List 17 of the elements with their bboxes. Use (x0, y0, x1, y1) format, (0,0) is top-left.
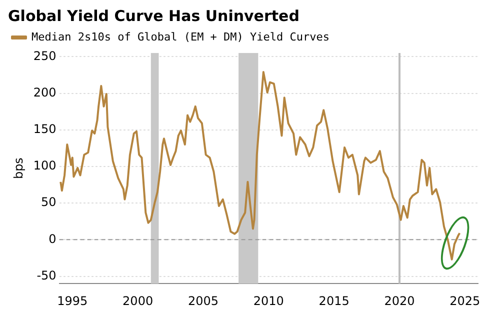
y-tick-label: 150 (33, 122, 56, 136)
y-tick-label: 200 (33, 85, 56, 100)
x-tick-label: 2020 (384, 294, 415, 308)
y-tick-label: -50 (36, 268, 56, 282)
y-axis-title: bps (11, 158, 26, 180)
y-tick-label: 0 (48, 232, 56, 246)
x-tick-label: 2005 (188, 294, 219, 308)
y-tick-label: 250 (33, 48, 56, 63)
x-tick-label: 2015 (318, 294, 350, 308)
legend-label: Median 2s10s of Global (EM + DM) Yield Curves (32, 30, 330, 44)
x-tick-label: 2025 (450, 294, 480, 308)
x-tick-label: 1995 (57, 294, 88, 308)
y-tick-label: 100 (33, 158, 56, 173)
chart-title: Global Yield Curve Has Uninverted (8, 6, 300, 25)
x-tick-label: 2010 (253, 294, 284, 308)
y-tick-label: 50 (41, 195, 56, 210)
x-tick-label: 2000 (122, 294, 154, 308)
